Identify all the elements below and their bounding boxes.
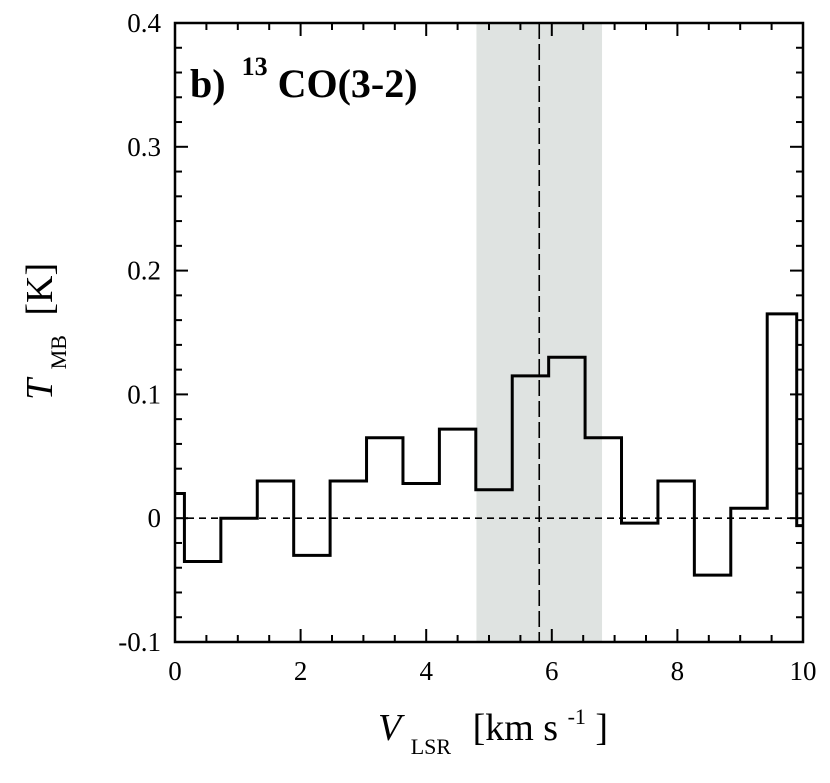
y-axis-title: T MB [K]: [19, 263, 75, 400]
panel-prefix: b): [190, 61, 226, 106]
panel-label: b) 13 CO(3-2): [190, 39, 418, 106]
tick-labels: 0 2 4 6 8 10-0.100.10.20.30.4: [118, 8, 816, 686]
x-axis-sub: LSR: [411, 734, 452, 759]
x-axis-unit-sup: -1: [568, 704, 586, 729]
x-tick-label: 2: [294, 656, 308, 686]
y-tick-label: 0.3: [127, 132, 161, 162]
y-tick-label: 0.4: [127, 8, 161, 38]
y-axis-sub: MB: [46, 335, 71, 369]
x-axis-var: V: [378, 707, 405, 749]
spectrum-line: [175, 312, 803, 577]
panel-isotope: 13: [242, 52, 268, 81]
y-tick-label: 0.2: [127, 256, 161, 286]
plot-frame: [173, 21, 805, 644]
x-tick-label: 4: [419, 656, 433, 686]
reference-lines: [175, 23, 803, 642]
x-tick-label: 6: [545, 656, 559, 686]
y-tick-label: 0.1: [127, 379, 161, 409]
x-axis-unit-post: ]: [595, 707, 608, 749]
x-axis-title: V LSR [km s -1 ]: [378, 691, 608, 763]
y-axis-var: T: [19, 376, 61, 400]
spectrum-series: [175, 312, 803, 577]
y-tick-label: -0.1: [118, 627, 161, 657]
x-tick-label: 0: [168, 656, 182, 686]
x-tick-label: 8: [671, 656, 685, 686]
y-axis-unit: [K]: [19, 263, 61, 316]
panel-molecule: CO(3-2): [278, 61, 418, 106]
x-axis-unit-pre: [km s: [473, 707, 559, 749]
y-tick-label: 0: [148, 503, 162, 533]
x-tick-label: 10: [790, 656, 817, 686]
